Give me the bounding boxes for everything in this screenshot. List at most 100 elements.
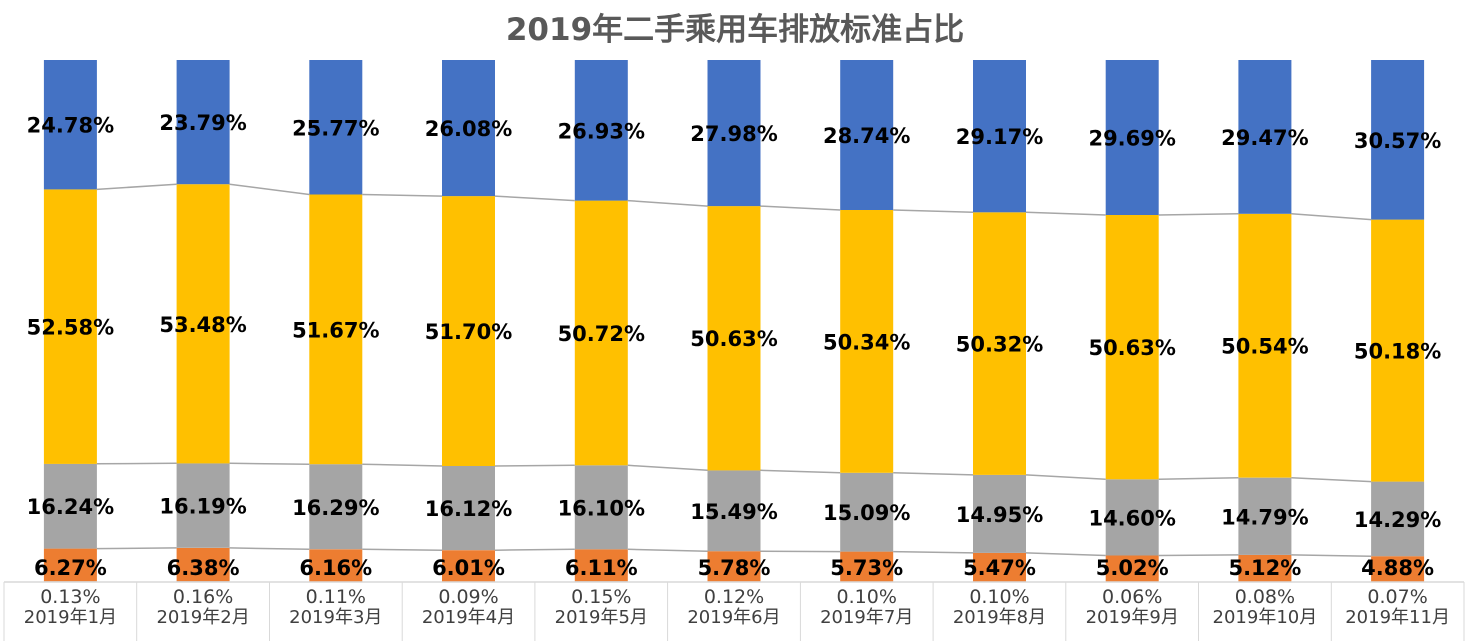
x-tick-label: 2019年10月 [1213,607,1318,628]
data-label: 51.70% [425,320,512,344]
x-tick-label: 2019年5月 [555,607,648,628]
chart-title: 2019年二手乘用车排放标准占比 [505,12,965,48]
data-label: 0.06% [1102,586,1162,608]
bar-segment [707,470,761,552]
data-label: 0.07% [1367,586,1427,608]
data-label: 50.34% [823,330,910,354]
bar-segment [309,60,363,195]
data-label: 26.08% [425,117,512,141]
bar-segment [309,194,363,465]
data-label: 6.11% [565,556,638,580]
x-tick-label: 2019年1月 [24,607,117,628]
data-label: 4.88% [1361,556,1434,580]
bar-segment [574,549,628,582]
bar-segment [840,551,894,582]
data-label: 6.27% [34,556,107,580]
data-label: 14.95% [956,503,1043,527]
series-line [760,205,841,211]
bar-segment [1105,60,1159,215]
bar-segment [43,463,97,549]
bar-segment [707,206,761,471]
bar-segment [840,210,894,473]
series-line [627,548,708,552]
bar-segment [43,548,97,582]
series-line [893,550,974,554]
data-label: 29.17% [956,125,1043,149]
series-line [494,195,575,202]
series-line [1291,554,1372,557]
bar-segment [176,547,230,582]
data-label: 14.79% [1221,505,1308,529]
data-label: 52.58% [27,316,114,340]
bar-segment [1105,479,1159,556]
x-tick-label: 2019年7月 [820,607,913,628]
data-label: 16.19% [159,495,246,519]
bar-segment [176,60,230,185]
series-line [229,462,310,465]
series-line [494,548,575,551]
bar-segment [840,472,894,552]
series-line [229,547,310,551]
bar-segment [442,466,495,551]
bar-segment [309,464,363,550]
x-tick-label: 2019年6月 [687,607,780,628]
data-label: 5.73% [830,556,903,580]
data-label: 24.78% [27,114,114,138]
data-label: 23.79% [159,111,246,135]
data-label: 29.47% [1221,126,1308,150]
data-label: 0.10% [969,586,1029,608]
series-line [1158,554,1239,557]
data-label: 6.01% [432,556,505,580]
data-label: 30.57% [1354,129,1441,153]
data-label: 53.48% [159,313,246,337]
data-label: 27.98% [690,122,777,146]
data-label: 5.78% [698,556,771,580]
series-line [494,464,575,467]
bar-segment [1238,213,1292,478]
data-label: 29.69% [1088,127,1175,151]
data-label: 50.18% [1354,340,1441,364]
bar-segment [707,551,761,582]
data-label: 0.09% [438,586,498,608]
series-line [1291,476,1372,483]
data-label: 6.38% [167,556,240,580]
bar-segment [176,463,230,548]
series-line [229,183,310,196]
series-line [96,547,177,550]
data-label: 14.60% [1088,506,1175,530]
bar-segment [840,60,894,210]
data-label: 50.72% [558,322,645,346]
series-line [362,548,443,551]
data-label: 0.16% [173,586,233,608]
series-line [1025,552,1106,557]
bar-segment [973,212,1026,475]
data-label: 28.74% [823,124,910,148]
bar-segment [707,60,761,207]
data-label: 5.12% [1228,556,1301,580]
data-label: 0.11% [306,586,366,608]
data-label: 0.10% [837,586,897,608]
data-label: 6.16% [299,556,372,580]
data-label: 25.77% [292,116,379,140]
data-label: 5.47% [963,556,1036,580]
x-tick-label: 2019年2月 [156,607,249,628]
bar-segment [1371,219,1425,482]
data-label: 0.12% [704,586,764,608]
series-line [1025,474,1106,481]
data-label: 5.02% [1096,556,1169,580]
data-label: 14.29% [1354,508,1441,532]
data-label: 50.32% [956,333,1043,357]
data-label: 16.24% [27,495,114,519]
data-label: 16.10% [558,496,645,520]
data-label: 0.13% [40,586,100,608]
series-line [96,183,177,191]
series-line [1158,213,1239,216]
x-tick-label: 2019年3月 [289,607,382,628]
data-label: 50.54% [1221,335,1308,359]
x-tick-label: 2019年9月 [1086,607,1179,628]
data-label: 16.12% [425,497,512,521]
bar-segment [43,60,97,190]
data-label: 50.63% [690,327,777,351]
data-label: 51.67% [292,318,379,342]
